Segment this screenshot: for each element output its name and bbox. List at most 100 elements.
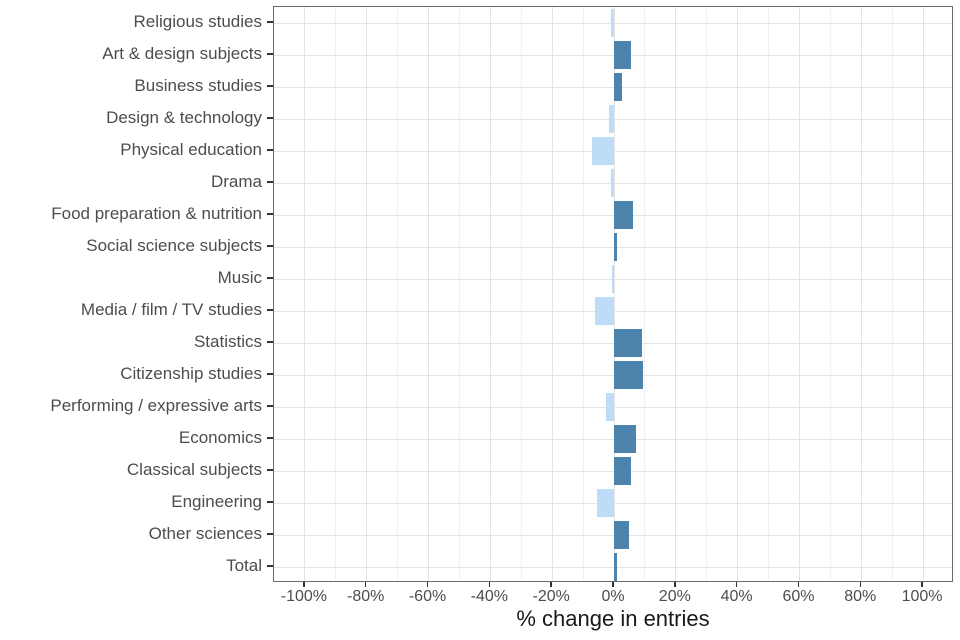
gridline-minor-vertical	[335, 7, 337, 581]
bar	[612, 265, 615, 293]
bar	[597, 489, 614, 517]
gridline-minor-vertical	[768, 7, 770, 581]
x-axis-tick-mark	[797, 582, 800, 587]
x-axis-tick-label: 0%	[601, 588, 625, 605]
x-axis-tick-label: 20%	[658, 588, 691, 605]
gridline-minor-vertical	[397, 7, 399, 581]
bar	[606, 393, 614, 421]
x-axis-tick-label: 60%	[782, 588, 815, 605]
y-axis-tick-mark	[267, 85, 273, 87]
y-axis-label: Statistics	[193, 332, 262, 351]
gridline-horizontal	[274, 470, 952, 472]
y-axis-tick-mark	[267, 405, 273, 407]
y-axis-tick-mark	[267, 149, 273, 151]
bar	[609, 105, 614, 133]
bar	[614, 41, 631, 69]
gridline-major-vertical	[613, 7, 615, 581]
gridline-major-vertical	[366, 7, 368, 581]
x-axis-tick-mark	[859, 582, 862, 587]
gridline-horizontal	[274, 246, 952, 248]
bar	[614, 425, 636, 453]
gridline-major-vertical	[428, 7, 430, 581]
y-axis-label: Religious studies	[133, 12, 262, 31]
gridline-horizontal	[274, 374, 952, 376]
gridline-minor-vertical	[891, 7, 893, 581]
y-axis-label: Classical subjects	[126, 460, 262, 479]
y-axis-label: Citizenship studies	[120, 364, 262, 383]
bar	[610, 9, 614, 37]
x-axis-tick-label: -60%	[408, 588, 447, 605]
x-axis-tick-mark	[735, 582, 738, 587]
y-axis-tick-mark	[267, 245, 273, 247]
x-axis-tick-label: 80%	[844, 588, 877, 605]
gridline-horizontal	[274, 342, 952, 344]
x-axis-tick-mark	[612, 582, 614, 587]
y-axis-tick-mark	[267, 277, 273, 279]
y-axis-tick-mark	[267, 373, 273, 375]
gridline-major-vertical	[551, 7, 553, 581]
x-axis-tick-label: -80%	[347, 588, 385, 605]
y-axis-tick-mark	[267, 341, 273, 343]
bar	[614, 201, 633, 229]
gridline-horizontal	[274, 86, 952, 88]
bar	[592, 137, 614, 165]
y-axis-label: Engineering	[171, 492, 262, 511]
y-axis-label: Social science subjects	[86, 236, 262, 255]
bar	[614, 73, 622, 101]
y-axis-label: Total	[226, 556, 262, 575]
gridline-major-vertical	[675, 7, 677, 581]
bar	[614, 457, 631, 485]
gridline-minor-vertical	[644, 7, 646, 581]
gridline-horizontal	[274, 566, 952, 568]
y-axis-label: Other sciences	[148, 524, 262, 543]
y-axis-label: Music	[217, 268, 262, 287]
gridline-major-vertical	[798, 7, 800, 581]
gridline-major-vertical	[304, 7, 306, 581]
bar	[610, 169, 614, 197]
y-axis-label: Design & technology	[106, 108, 262, 127]
y-axis-label: Food preparation & nutrition	[51, 204, 262, 223]
gridline-minor-vertical	[520, 7, 522, 581]
bar	[614, 233, 618, 261]
y-axis-tick-mark	[267, 469, 273, 471]
y-axis-label: Drama	[210, 172, 262, 191]
gridline-major-vertical	[737, 7, 739, 581]
x-axis-tick-mark	[426, 582, 429, 587]
y-axis-tick-mark	[267, 21, 273, 23]
x-axis-tick-label: 40%	[720, 588, 753, 605]
y-axis-label: Performing / expressive arts	[50, 396, 262, 415]
x-axis-title: % change in entries	[516, 606, 710, 631]
y-axis-tick-mark	[267, 437, 273, 439]
bar	[614, 521, 630, 549]
x-axis-tick-mark	[303, 582, 305, 587]
y-axis-label: Business studies	[134, 76, 262, 95]
x-axis-tick-label: -40%	[470, 588, 509, 605]
bar	[614, 329, 642, 357]
y-axis-label: Economics	[178, 428, 262, 447]
x-axis-tick-mark	[550, 582, 552, 587]
gridline-major-vertical	[489, 7, 491, 581]
gridline-horizontal	[274, 214, 952, 216]
x-axis-tick-label: -20%	[532, 588, 570, 605]
bar	[614, 361, 644, 389]
y-axis-tick-mark	[267, 501, 273, 503]
x-axis-tick-mark	[674, 582, 676, 587]
y-axis-tick-mark	[267, 565, 273, 567]
y-axis-label: Art & design subjects	[102, 44, 262, 63]
y-axis-label: Media / film / TV studies	[80, 300, 262, 319]
x-axis-tick-label: 100%	[901, 588, 943, 605]
gridline-major-vertical	[922, 7, 924, 581]
gridline-minor-vertical	[458, 7, 460, 581]
bar	[595, 297, 614, 325]
y-axis-tick-mark	[267, 213, 273, 215]
gridline-minor-vertical	[582, 7, 584, 581]
plot-panel	[273, 6, 953, 582]
y-axis-tick-mark	[267, 181, 273, 183]
gridline-horizontal	[274, 54, 952, 56]
x-axis-tick-mark	[488, 582, 491, 587]
bar	[614, 553, 618, 581]
gridline-horizontal	[274, 438, 952, 440]
y-axis-tick-mark	[267, 117, 273, 119]
y-axis-tick-mark	[267, 309, 273, 311]
gridline-major-vertical	[860, 7, 862, 581]
